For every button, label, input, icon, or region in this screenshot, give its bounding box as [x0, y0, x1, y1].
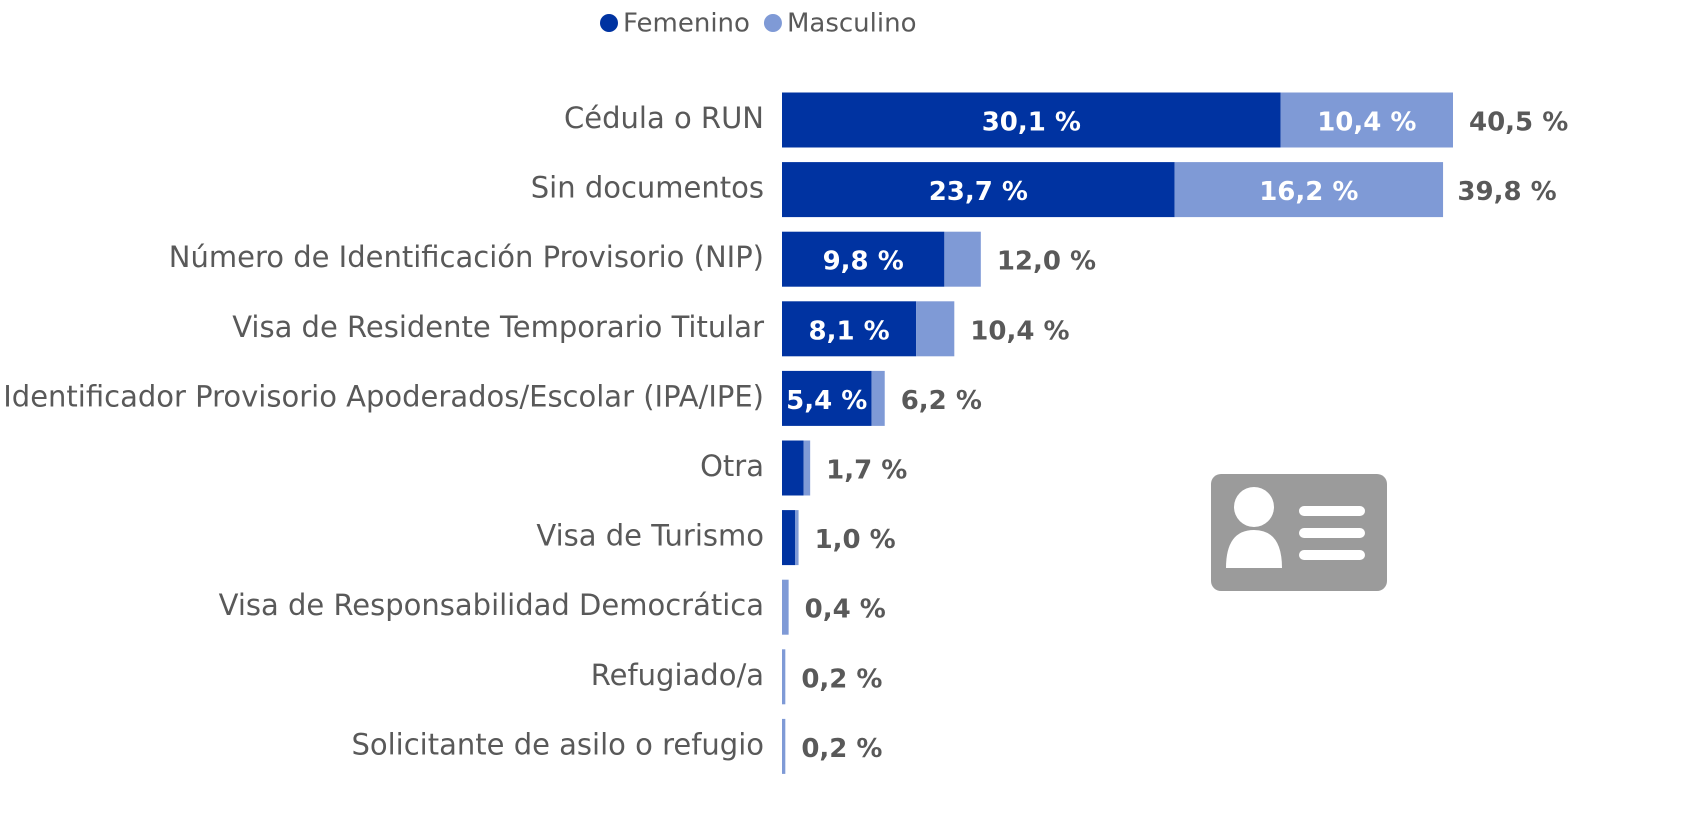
bar-segment: [795, 510, 799, 566]
bar-segment: [782, 162, 1175, 218]
bar-segment: [782, 510, 796, 566]
bar-segment: [782, 92, 1281, 148]
bar-segment: [803, 440, 811, 496]
segment-label: 9,8 %: [823, 247, 904, 277]
legend-label: Masculino: [787, 9, 917, 39]
legend-marker: [600, 14, 618, 32]
segment-label: 23,7 %: [929, 177, 1028, 207]
category-label: Visa de Residente Temporario Titular: [232, 310, 764, 344]
bar-segment: [916, 301, 955, 357]
category-label: Cédula o RUN: [564, 101, 764, 135]
bar-segment: [782, 301, 917, 357]
bar-segment: [782, 440, 804, 496]
total-label: 6,2 %: [901, 386, 982, 416]
id-card-icon: [1211, 474, 1387, 591]
bar-segment: [782, 231, 945, 287]
total-label: 39,8 %: [1457, 177, 1556, 207]
segment-label: 16,2 %: [1259, 177, 1358, 207]
legend-label: Femenino: [623, 9, 750, 39]
category-label: Otra: [700, 449, 764, 483]
total-label: 10,4 %: [970, 316, 1069, 346]
bar-segment: [944, 231, 981, 287]
total-label: 40,5 %: [1469, 108, 1568, 138]
category-label: Visa de Responsabilidad Democrática: [219, 588, 764, 622]
total-label: 12,0 %: [997, 247, 1096, 277]
total-label: 1,0 %: [815, 525, 896, 555]
category-label: Número de Identificación Provisorio (NIP…: [169, 240, 764, 274]
bar-segment: [1280, 92, 1453, 148]
legend-marker: [763, 14, 782, 32]
bar-segment: [782, 579, 789, 635]
category-label: Solicitante de asilo o refugio: [351, 727, 764, 761]
total-label: 1,7 %: [826, 456, 907, 486]
segment-label: 8,1 %: [809, 316, 890, 346]
category-label: Identificador Provisorio Apoderados/Esco…: [3, 379, 764, 413]
bar-segment: [782, 370, 872, 426]
total-label: 0,2 %: [801, 664, 882, 694]
segment-label: 30,1 %: [982, 108, 1081, 138]
bar-segment: [871, 370, 885, 426]
bar-segment: [782, 718, 786, 774]
bar-segment: [1174, 162, 1444, 218]
category-label: Sin documentos: [531, 171, 764, 205]
bar-segment: [782, 649, 786, 705]
category-label: Refugiado/a: [591, 658, 764, 692]
total-label: 0,4 %: [805, 595, 886, 625]
segment-label: 5,4 %: [786, 386, 867, 416]
total-label: 0,2 %: [801, 734, 882, 764]
segment-label: 10,4 %: [1317, 108, 1416, 138]
category-label: Visa de Turismo: [536, 519, 764, 553]
